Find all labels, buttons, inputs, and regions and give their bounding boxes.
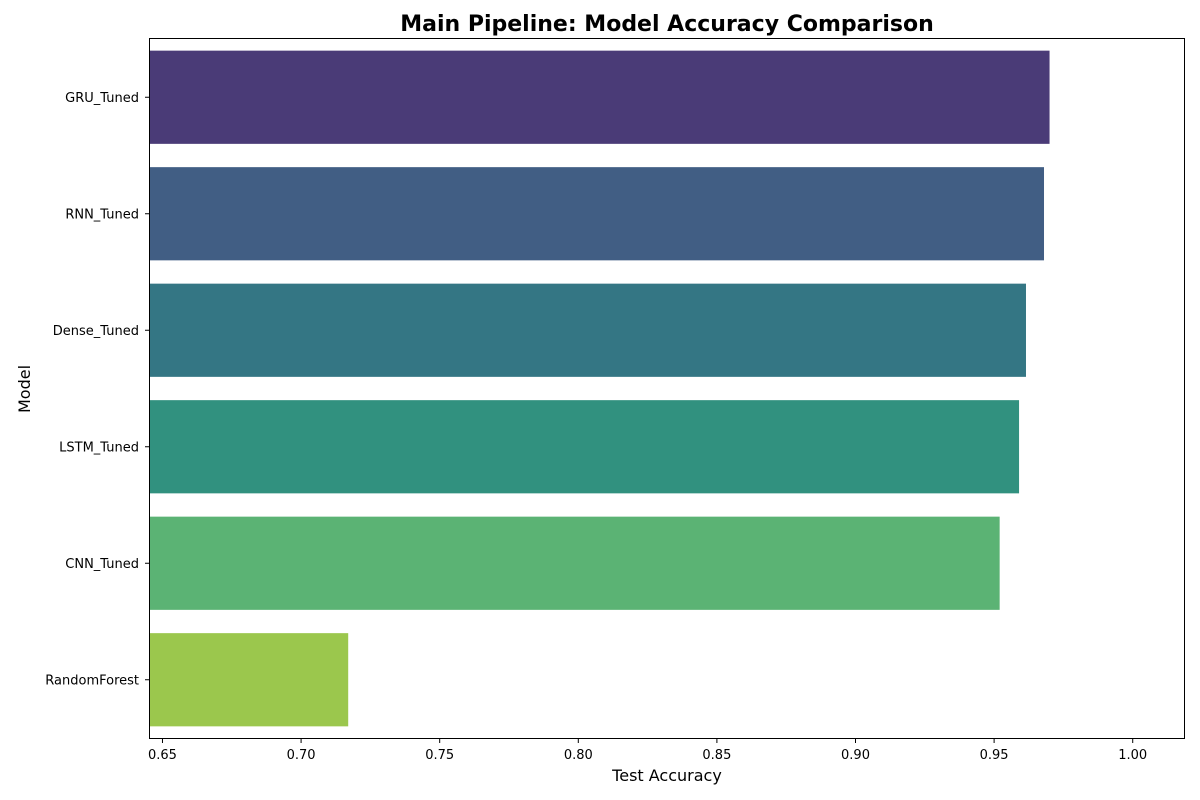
bar-dense-tuned bbox=[150, 283, 1026, 377]
x-tick-label: 0.65 bbox=[148, 748, 177, 763]
y-axis-ticks: GRU_Tuned RNN_Tuned Dense_Tuned LSTM_Tuned C… bbox=[45, 91, 150, 688]
y-tick-label: LSTM_Tuned bbox=[59, 440, 139, 455]
y-axis-label: Model bbox=[15, 365, 34, 413]
bar-lstm-tuned bbox=[150, 400, 1020, 494]
y-tick-label: Dense_Tuned bbox=[53, 324, 139, 339]
y-tick-label: CNN_Tuned bbox=[65, 557, 139, 572]
chart-title: Main Pipeline: Model Accuracy Comparison bbox=[400, 12, 933, 37]
y-tick-label: GRU_Tuned bbox=[65, 91, 139, 106]
y-tick-label: RNN_Tuned bbox=[65, 207, 139, 222]
bars-layer bbox=[150, 50, 1050, 727]
x-axis-label: Test Accuracy bbox=[611, 766, 722, 785]
x-tick-label: 0.85 bbox=[702, 748, 731, 763]
x-axis-ticks: 0.65 0.70 0.75 0.80 0.85 0.90 0.95 1.00 bbox=[148, 738, 1147, 763]
x-tick-label: 0.70 bbox=[287, 748, 316, 763]
x-tick-label: 0.95 bbox=[980, 748, 1009, 763]
plot-frame bbox=[149, 38, 1185, 739]
y-tick-label: RandomForest bbox=[45, 673, 139, 688]
bar-gru-tuned bbox=[150, 50, 1050, 144]
bar-rnn-tuned bbox=[150, 167, 1045, 261]
x-tick-label: 0.80 bbox=[564, 748, 593, 763]
x-tick-label: 0.90 bbox=[841, 748, 870, 763]
bar-cnn-tuned bbox=[150, 516, 1000, 610]
x-tick-label: 1.00 bbox=[1118, 748, 1147, 763]
x-tick-label: 0.75 bbox=[425, 748, 454, 763]
bar-randomforest bbox=[150, 633, 349, 727]
